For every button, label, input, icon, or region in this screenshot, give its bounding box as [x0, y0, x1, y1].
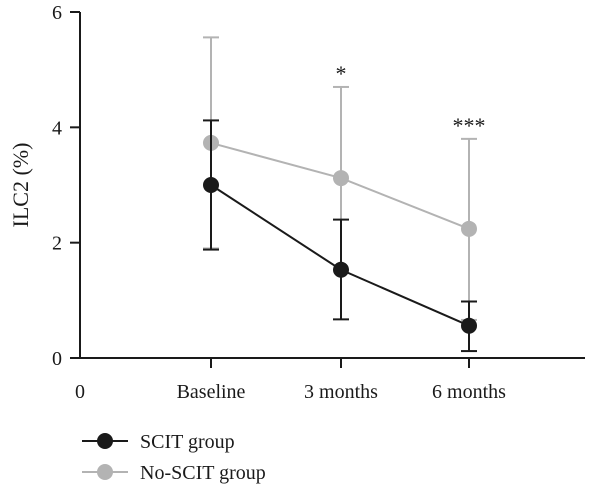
- y-tick-label: 0: [52, 348, 62, 370]
- y-axis-label: ILC2 (%): [8, 143, 33, 228]
- legend-label: SCIT group: [140, 431, 235, 453]
- data-point: [333, 261, 349, 278]
- x-tick-label: 3 months: [304, 381, 378, 403]
- data-point: [461, 220, 477, 237]
- legend-label: No-SCIT group: [140, 462, 266, 484]
- y-axis: 0 2 4 6 ILC2 (%): [8, 2, 81, 370]
- legend-item: SCIT group: [82, 431, 235, 453]
- legend: SCIT group No-SCIT group: [82, 431, 266, 484]
- x-axis: Baseline 3 months 6 months 0: [75, 357, 585, 403]
- significance-marker: ***: [453, 113, 486, 138]
- series-scit: [203, 119, 477, 353]
- y-tick-label: 6: [52, 2, 62, 24]
- y-ticks: 0 2 4 6: [52, 2, 80, 370]
- x-tick-label: 6 months: [432, 381, 506, 403]
- y-tick-label: 2: [52, 233, 62, 255]
- legend-marker: [97, 433, 113, 449]
- legend-item: No-SCIT group: [82, 462, 266, 484]
- data-point: [333, 170, 349, 187]
- x-origin-label: 0: [75, 381, 85, 403]
- significance-marker: *: [336, 61, 347, 86]
- significance-annotations: ****: [336, 61, 486, 138]
- data-point: [203, 177, 219, 193]
- series-layer: [203, 36, 477, 353]
- x-tick-label: Baseline: [177, 381, 246, 403]
- x-ticks: Baseline 3 months 6 months: [177, 358, 506, 403]
- data-point: [461, 317, 477, 334]
- legend-marker: [97, 464, 113, 480]
- y-tick-label: 4: [52, 117, 62, 139]
